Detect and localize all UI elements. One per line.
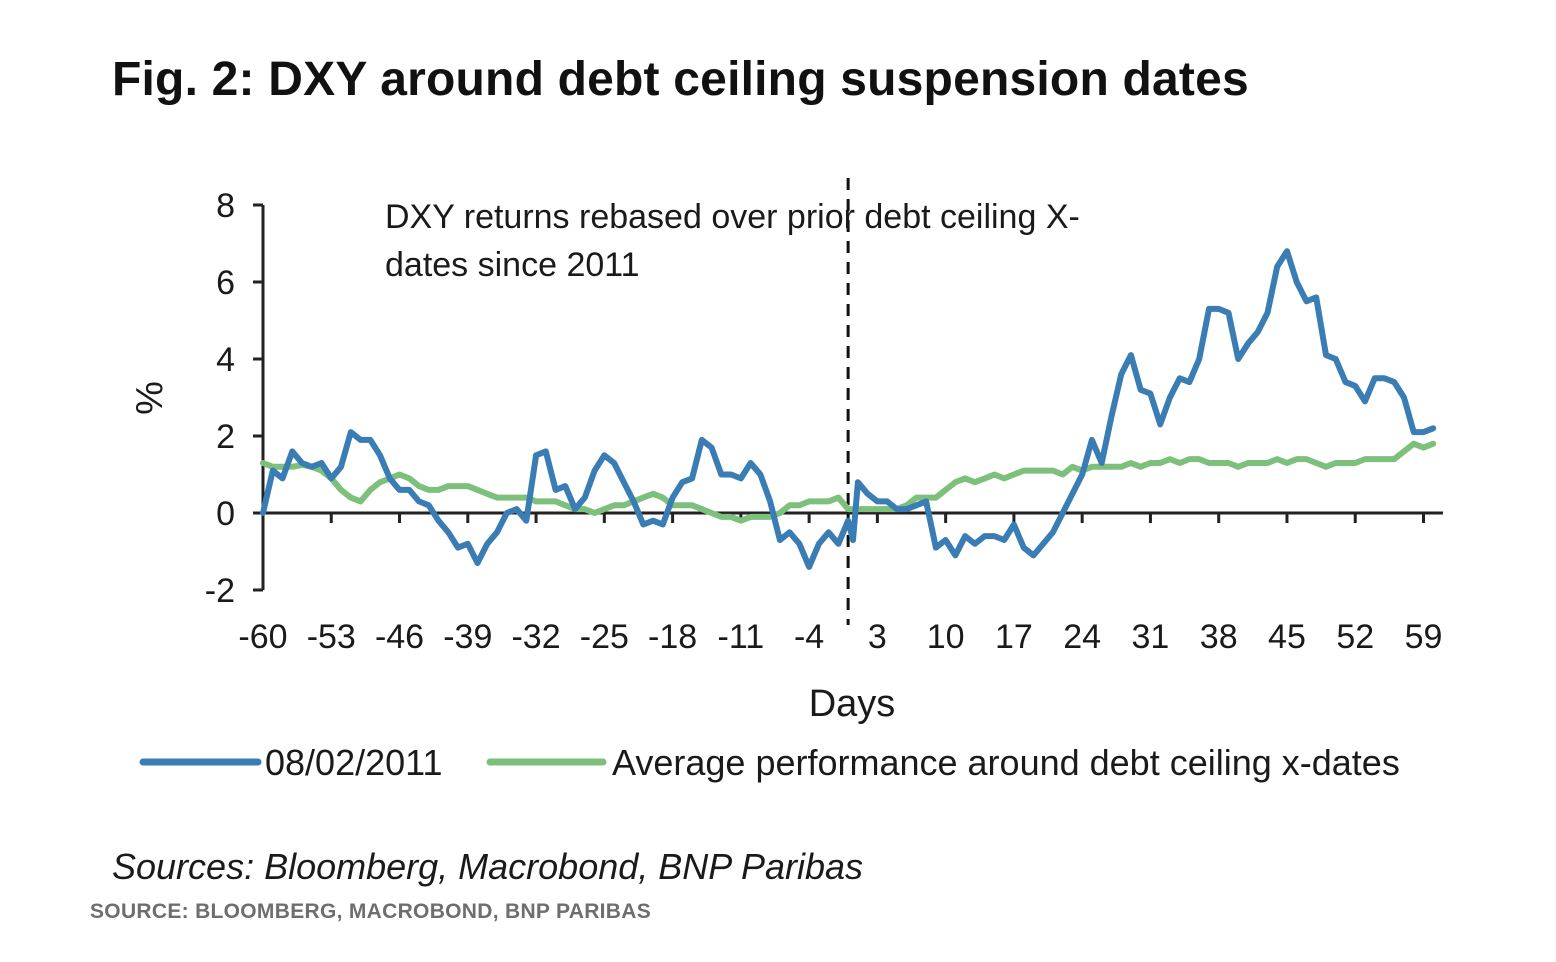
- series-line-dxy-2011: [260, 248, 1437, 570]
- x-axis-title: Days: [809, 683, 896, 725]
- source-caption: SOURCE: BLOOMBERG, MACROBOND, BNP PARIBA…: [90, 900, 652, 923]
- x-tick-label: 59: [1405, 618, 1443, 656]
- x-tick-label: -18: [648, 618, 697, 656]
- series-line-average: [260, 440, 1437, 524]
- x-tick-label: -32: [511, 618, 560, 656]
- legend-label: Average performance around debt ceiling …: [612, 742, 1400, 783]
- x-tick-label: -46: [375, 618, 424, 656]
- chart-annotation-line-2: dates since 2011: [385, 246, 640, 284]
- y-axis-title: %: [129, 381, 171, 415]
- x-tick-label: 3: [868, 618, 887, 656]
- y-tick-label: -2: [205, 572, 235, 610]
- x-tick-label: -4: [794, 618, 824, 656]
- x-tick-label: 17: [995, 618, 1033, 656]
- x-tick-label: 24: [1063, 618, 1101, 656]
- x-tick-label: -60: [238, 618, 287, 656]
- x-tick-label: -11: [718, 618, 765, 656]
- x-tick-label: -39: [443, 618, 492, 656]
- x-tick-label: -53: [307, 618, 356, 656]
- sources-note: Sources: Bloomberg, Macrobond, BNP Parib…: [112, 846, 864, 887]
- x-tick-label: 10: [927, 618, 965, 656]
- series-lines: [260, 248, 1437, 570]
- y-tick-label: 4: [216, 341, 235, 379]
- y-tick-label: 2: [216, 418, 235, 456]
- chart-annotation-line-1: DXY returns rebased over prior debt ceil…: [385, 198, 1080, 236]
- x-tick-label: 31: [1132, 618, 1170, 656]
- y-tick-label: 8: [216, 187, 235, 225]
- x-tick-label: 52: [1336, 618, 1374, 656]
- x-tick-label: 38: [1200, 618, 1238, 656]
- y-tick-label: 0: [216, 495, 235, 533]
- legend: 08/02/2011 Average performance around deb…: [139, 742, 1400, 783]
- legend-label: 08/02/2011: [265, 742, 443, 783]
- x-tick-label: 45: [1268, 618, 1306, 656]
- y-tick-label: 6: [216, 264, 235, 302]
- page-title: Fig. 2: DXY around debt ceiling suspensi…: [112, 53, 1249, 106]
- x-tick-label: -25: [580, 618, 629, 656]
